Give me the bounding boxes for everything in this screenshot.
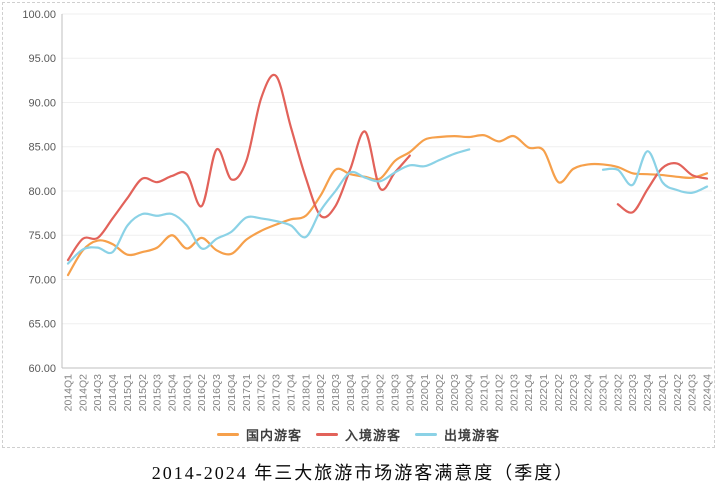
inbound-tourists-path <box>66 73 411 262</box>
x-tick-label: 2023Q4 <box>642 374 654 412</box>
domestic-tourists-path <box>66 134 709 277</box>
x-tick-label: 2019Q4 <box>404 374 416 412</box>
outbound-tourists-path <box>601 150 709 194</box>
x-tick-label: 2014Q1 <box>63 374 75 412</box>
x-tick-label: 2022Q3 <box>568 374 580 412</box>
y-tick-label: 60.00 <box>28 363 56 375</box>
x-tick-label: 2017Q2 <box>256 374 268 412</box>
outbound-tourists-line <box>66 148 709 265</box>
y-tick-label: 95.00 <box>28 53 56 65</box>
y-axis-labels: 100.00 95.00 90.00 85.00 80.00 75.00 70.00 65.0… <box>22 9 56 375</box>
x-tick-label: 2023Q2 <box>612 374 624 412</box>
x-tick-label: 2016Q3 <box>211 374 223 412</box>
chart-legend: 国内游客 入境游客 出境游客 <box>3 425 714 444</box>
x-tick-label: 2016Q4 <box>226 374 238 412</box>
x-tick-label: 2022Q2 <box>553 374 565 412</box>
x-tick-label: 2021Q4 <box>523 374 535 412</box>
x-tick-label: 2024Q4 <box>702 374 714 412</box>
x-tick-label: 2017Q1 <box>241 374 253 412</box>
y-tick-label: 70.00 <box>28 274 56 286</box>
line-chart: 100.00 95.00 90.00 85.00 80.00 75.00 70.00 65.0… <box>22 9 714 412</box>
x-tick-label: 2021Q3 <box>508 374 520 412</box>
chart-panel: 100.00 95.00 90.00 85.00 80.00 75.00 70.00 65.0… <box>2 2 715 448</box>
x-tick-label: 2018Q3 <box>330 374 342 412</box>
x-tick-label: 2024Q2 <box>672 374 684 412</box>
domestic-tourists-line <box>66 134 709 277</box>
x-tick-label: 2015Q4 <box>167 374 179 412</box>
x-tick-label: 2014Q3 <box>92 374 104 412</box>
x-tick-label: 2019Q3 <box>389 374 401 412</box>
y-tick-label: 85.00 <box>28 142 56 154</box>
x-tick-label: 2023Q3 <box>627 374 639 412</box>
x-tick-label: 2014Q2 <box>77 374 89 412</box>
y-tick-label: 90.00 <box>28 97 56 109</box>
x-tick-label: 2020Q2 <box>434 374 446 412</box>
chart-caption: 2014-2024 年三大旅游市场游客满意度（季度） <box>151 463 575 483</box>
legend-swatch-domestic-tourists <box>216 433 239 436</box>
y-tick-label: 80.00 <box>28 186 56 198</box>
y-tick-label: 75.00 <box>28 230 56 242</box>
x-tick-label: 2018Q2 <box>315 374 327 412</box>
x-tick-label: 2018Q4 <box>345 374 357 412</box>
inbound-tourists-path <box>616 162 709 214</box>
legend-label-domestic-tourists: 国内游客 <box>245 428 302 443</box>
legend-swatch-inbound-tourists <box>315 433 338 436</box>
x-tick-label: 2017Q3 <box>271 374 283 412</box>
x-tick-label: 2015Q1 <box>122 374 134 412</box>
x-tick-label: 2017Q4 <box>285 374 297 412</box>
y-tick-label: 65.00 <box>28 319 56 331</box>
x-tick-label: 2020Q4 <box>464 374 476 412</box>
x-tick-label: 2024Q1 <box>657 374 669 412</box>
x-tick-label: 2016Q2 <box>196 374 208 412</box>
x-tick-label: 2019Q2 <box>375 374 387 412</box>
x-tick-label: 2021Q2 <box>494 374 506 412</box>
x-tick-label: 2022Q1 <box>538 374 550 412</box>
legend-label-outbound-tourists: 出境游客 <box>444 428 501 443</box>
x-tick-label: 2015Q3 <box>152 374 164 412</box>
x-tick-label: 2023Q1 <box>598 374 610 412</box>
legend-label-inbound-tourists: 入境游客 <box>344 428 401 443</box>
x-tick-label: 2022Q4 <box>583 374 595 412</box>
legend-item-outbound-tourists: 出境游客 <box>415 425 500 444</box>
x-tick-label: 2015Q2 <box>137 374 149 412</box>
legend-item-domestic-tourists: 国内游客 <box>216 425 302 444</box>
x-tick-label: 2018Q1 <box>300 374 312 412</box>
gridlines <box>62 13 712 369</box>
x-tick-label: 2019Q1 <box>360 374 372 412</box>
outbound-tourists-path <box>66 148 471 265</box>
legend-item-inbound-tourists: 入境游客 <box>315 425 401 444</box>
legend-swatch-outbound-tourists <box>415 433 437 436</box>
x-tick-label: 2024Q3 <box>687 374 699 412</box>
x-tick-label: 2016Q1 <box>181 374 193 412</box>
x-tick-label: 2014Q4 <box>107 374 119 412</box>
y-tick-label: 100.00 <box>22 9 56 21</box>
x-tick-label: 2020Q1 <box>419 374 431 412</box>
x-tick-label: 2020Q3 <box>449 374 461 412</box>
x-axis-labels: 2014Q1 2014Q2 2014Q3 2014Q4 2015Q1 2015Q2 2015… <box>63 374 714 412</box>
inbound-tourists-line <box>66 73 709 262</box>
x-tick-label: 2021Q1 <box>479 374 491 412</box>
